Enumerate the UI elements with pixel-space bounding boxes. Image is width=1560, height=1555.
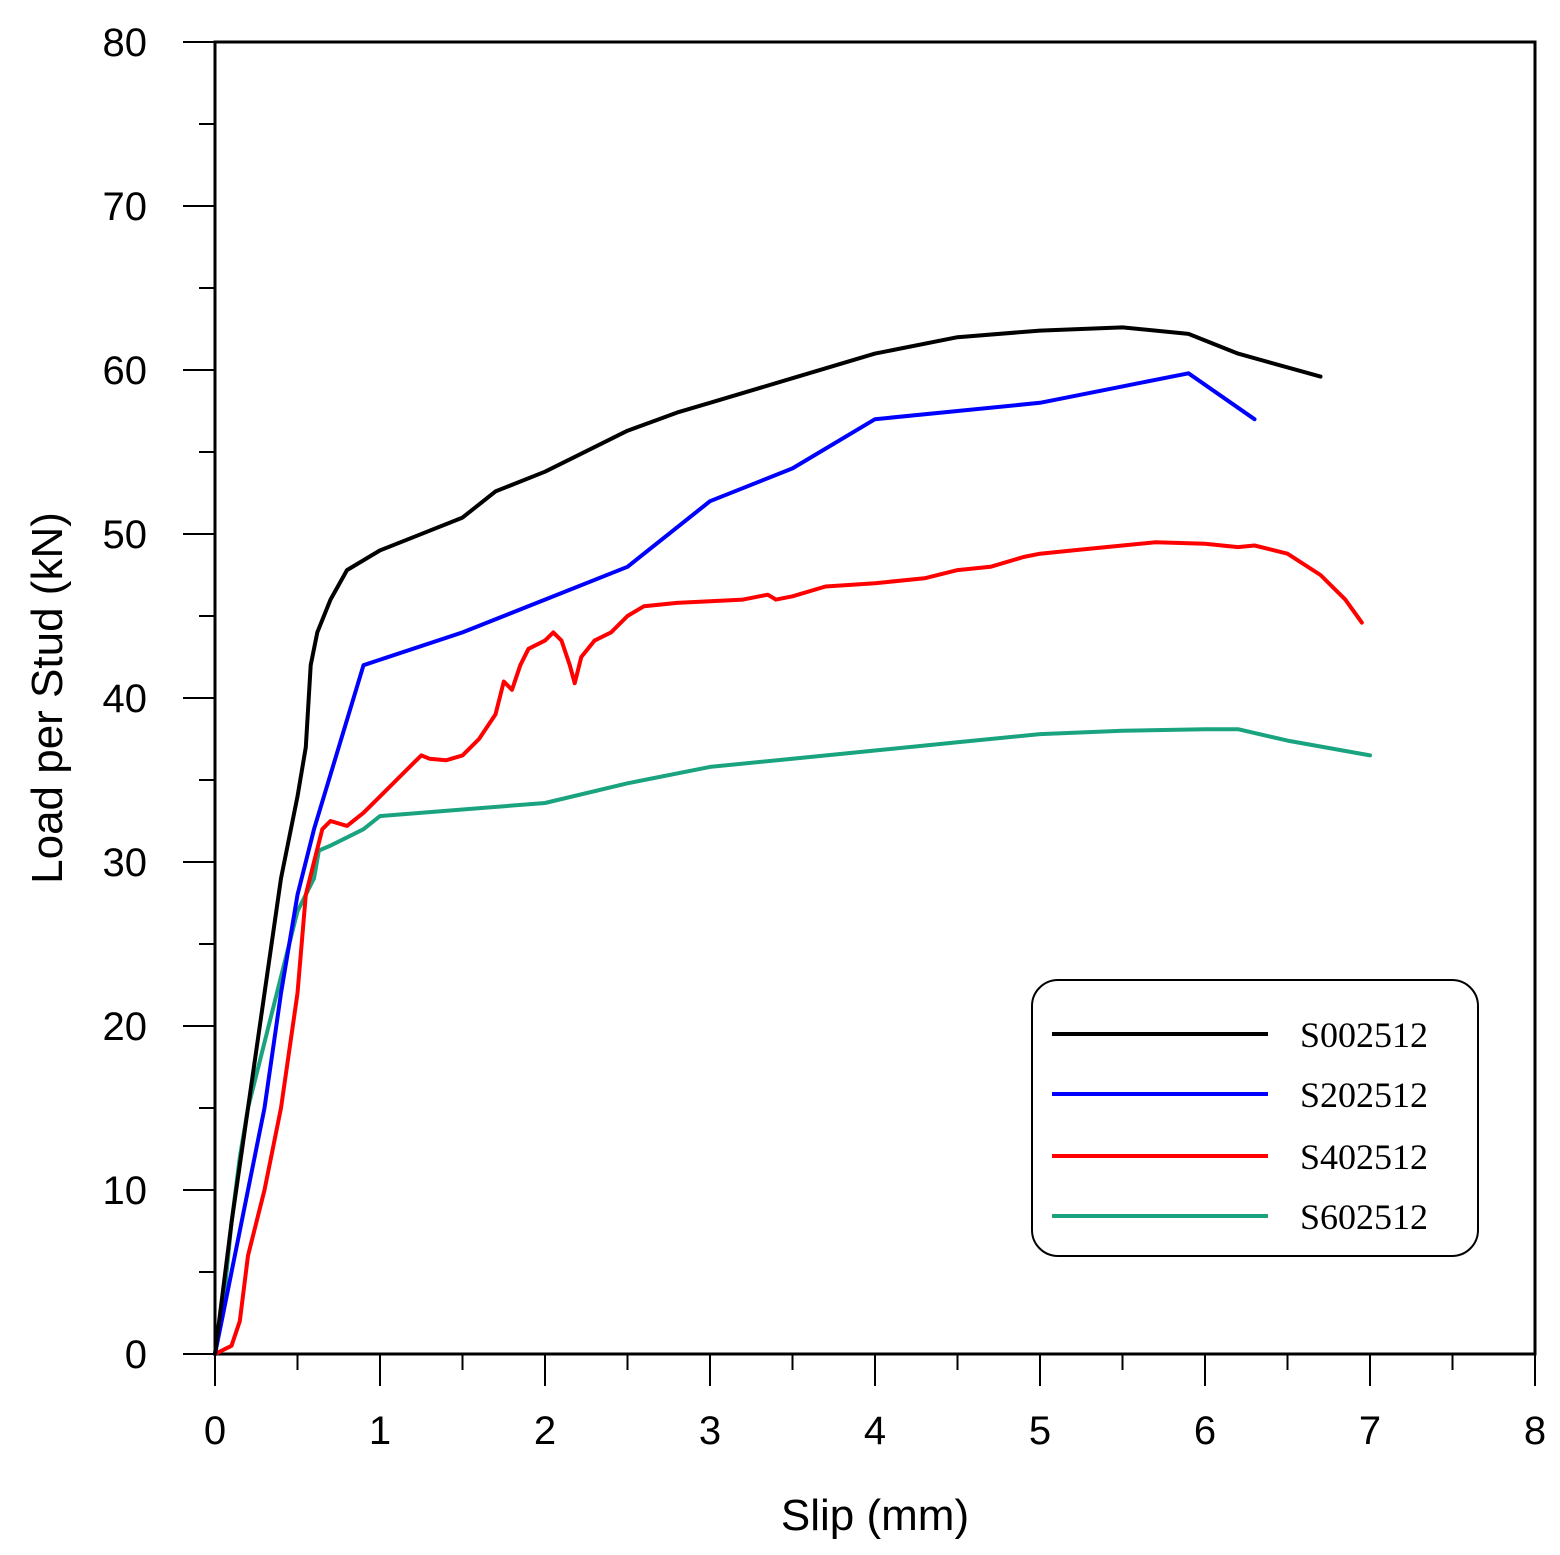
- x-tick-label: 7: [1359, 1409, 1381, 1453]
- legend-label-S002512: S002512: [1300, 1015, 1428, 1055]
- y-tick-label: 50: [103, 513, 148, 557]
- legend-box: [1031, 979, 1479, 1257]
- x-tick-label: 0: [204, 1409, 226, 1453]
- y-axis: 0 10 20 30 40 50 60 70 80: [103, 21, 215, 1377]
- legend: S002512 S202512 S402512 S602512: [1031, 979, 1479, 1257]
- x-tick-label: 1: [369, 1409, 391, 1453]
- series-line-S402512: [213, 540, 1364, 1356]
- y-tick-label: 20: [103, 1005, 148, 1049]
- series-line-S002512: [213, 325, 1323, 1356]
- legend-label-S202512: S202512: [1300, 1075, 1428, 1115]
- series-layer: [213, 325, 1372, 1356]
- y-tick-label: 0: [125, 1333, 147, 1377]
- x-tick-label: 5: [1029, 1409, 1051, 1453]
- legend-label-S402512: S402512: [1300, 1137, 1428, 1177]
- y-tick-label: 30: [103, 841, 148, 885]
- y-tick-label: 60: [103, 349, 148, 393]
- x-tick-label: 3: [699, 1409, 721, 1453]
- legend-label-S602512: S602512: [1300, 1197, 1428, 1237]
- y-tick-label: 40: [103, 677, 148, 721]
- x-tick-label: 6: [1194, 1409, 1216, 1453]
- series-line-S202512: [213, 371, 1257, 1356]
- y-tick-label: 10: [103, 1169, 148, 1213]
- y-tick-label: 70: [103, 185, 148, 229]
- x-axis-title: Slip (mm): [781, 1491, 969, 1540]
- x-axis: 0 1 2 3 4 5 6 7 8: [204, 1354, 1546, 1453]
- y-axis-title: Load per Stud (kN): [23, 512, 72, 884]
- x-tick-label: 4: [864, 1409, 886, 1453]
- x-tick-label: 8: [1524, 1409, 1546, 1453]
- x-tick-label: 2: [534, 1409, 556, 1453]
- series-line-S602512: [213, 727, 1372, 1356]
- y-tick-label: 80: [103, 21, 148, 65]
